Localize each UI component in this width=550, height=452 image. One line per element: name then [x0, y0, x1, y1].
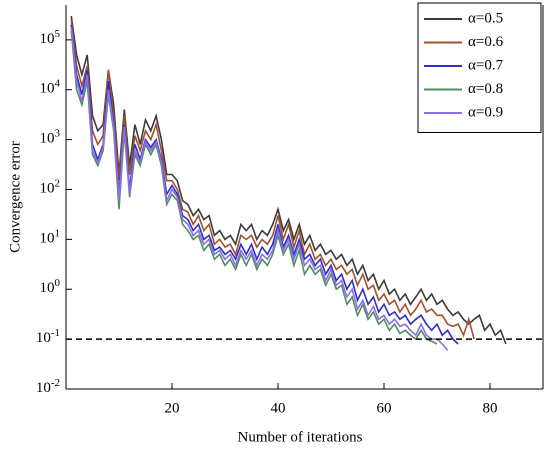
tick-base: 10	[40, 281, 55, 297]
x-axis-label: Number of iterations	[238, 429, 363, 445]
tick-base: 10	[40, 231, 55, 247]
y-tick-label: 103	[40, 127, 61, 147]
legend-label: α=0.7	[468, 57, 504, 73]
tick-base: 10	[40, 131, 55, 147]
tick-base: 10	[36, 331, 51, 347]
tick-exponent: -2	[51, 377, 60, 389]
series-line	[70, 15, 507, 345]
tick-exponent: 4	[55, 77, 61, 89]
tick-exponent: -1	[51, 327, 60, 339]
legend-label: α=0.5	[468, 10, 503, 26]
tick-base: 10	[40, 31, 55, 47]
series-line	[70, 19, 475, 340]
x-tick-label: 60	[377, 400, 392, 416]
tick-exponent: 3	[55, 127, 61, 139]
y-tick-label: 104	[40, 77, 61, 97]
tick-base: 10	[40, 181, 55, 197]
y-tick-label: 10-1	[36, 327, 60, 347]
legend-label: α=0.8	[468, 81, 503, 97]
tick-exponent: 5	[55, 27, 61, 39]
y-tick-label: 102	[40, 177, 61, 197]
y-tick-label: 100	[40, 277, 61, 297]
x-tick-label: 40	[271, 400, 286, 416]
y-tick-label: 10-2	[36, 377, 60, 397]
tick-base: 10	[40, 81, 55, 97]
legend-box	[417, 2, 542, 133]
x-tick-label: 80	[483, 400, 498, 416]
tick-exponent: 2	[55, 177, 61, 189]
x-tick-label: 20	[165, 400, 180, 416]
y-tick-label: 101	[40, 227, 61, 247]
legend-label: α=0.6	[468, 34, 504, 50]
series-line	[70, 27, 449, 351]
y-tick-label: 105	[40, 27, 61, 47]
legend-label: α=0.9	[468, 104, 503, 120]
y-axis-label: Convergence error	[7, 141, 23, 253]
tick-exponent: 1	[55, 227, 61, 239]
tick-exponent: 0	[55, 277, 61, 289]
tick-base: 10	[36, 380, 51, 396]
series-line	[70, 24, 459, 345]
